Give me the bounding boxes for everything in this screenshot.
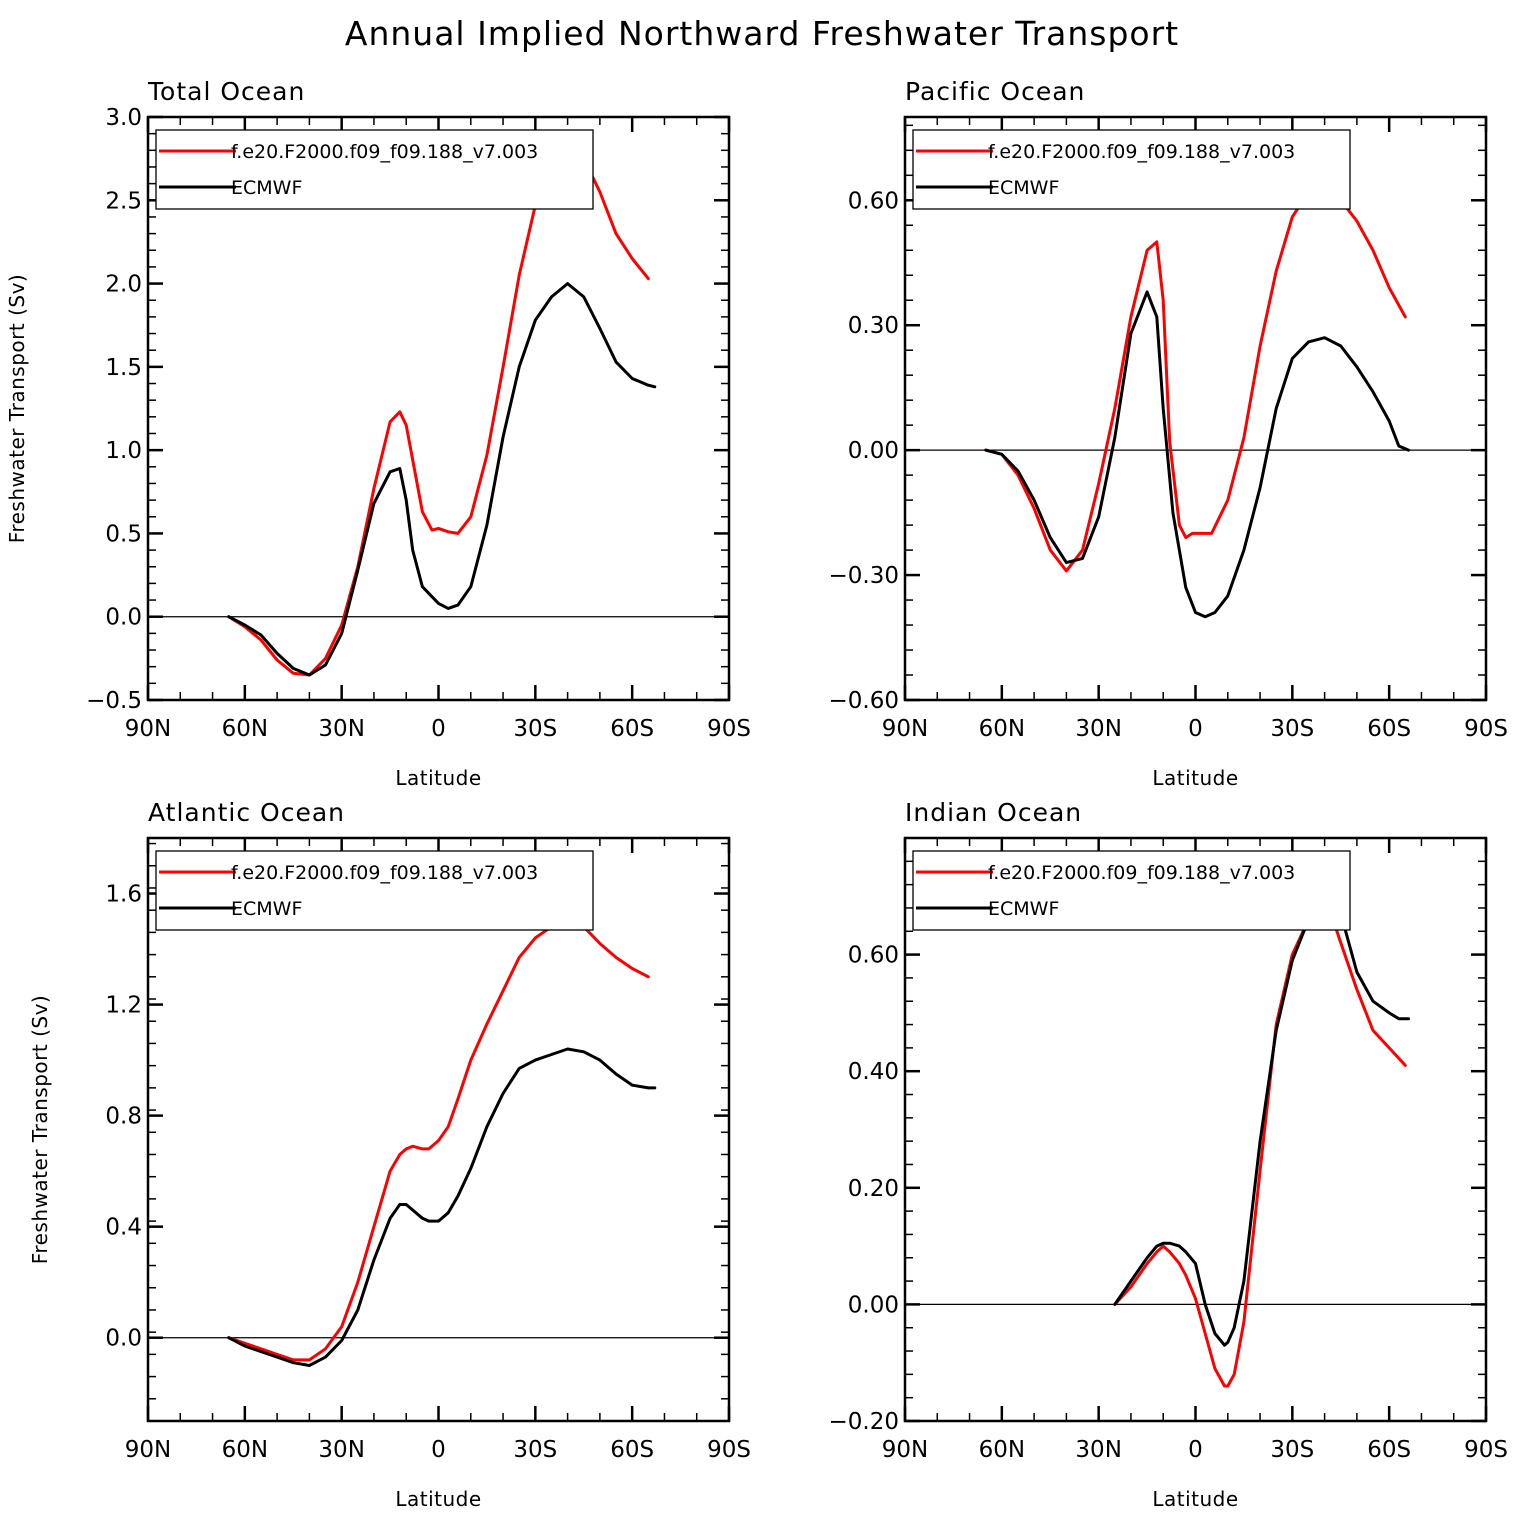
- y-tick-label: 0.00: [848, 1292, 899, 1318]
- x-tick-label: 60N: [222, 716, 268, 742]
- panel-atlantic: Atlantic Ocean 0.0 0.4 0.8 1.2 1.6 90N 60N 30N 0 3…: [28, 798, 751, 1511]
- y-tick-label: 0.4: [105, 1215, 142, 1241]
- y-tick-label: 1.5: [105, 355, 142, 381]
- legend-label: f.e20.F2000.f09_f09.188_v7.003: [988, 141, 1295, 163]
- x-tick-label: 30N: [318, 1437, 364, 1463]
- x-tick-label: 0: [431, 1437, 446, 1463]
- x-tick-label: 90S: [1464, 716, 1508, 742]
- panel-pacific: Pacific Ocean −0.60 −0.30 0.00 0.30 0.60 90N 60…: [829, 77, 1508, 790]
- y-tick-label: 0.0: [105, 1326, 142, 1352]
- y-tick-label: −0.20: [829, 1409, 899, 1435]
- y-tick-label: 2.0: [105, 272, 142, 298]
- x-axis-label: Latitude: [395, 1487, 481, 1511]
- y-tick-label: 0.30: [848, 313, 899, 339]
- x-tick-label: 90S: [1464, 1437, 1508, 1463]
- panel-title: Total Ocean: [147, 77, 305, 106]
- legend: f.e20.F2000.f09_f09.188_v7.003 ECMWF: [155, 850, 594, 931]
- legend: f.e20.F2000.f09_f09.188_v7.003 ECMWF: [912, 850, 1351, 931]
- y-tick-label: 0.00: [848, 438, 899, 464]
- series-line-ecmwf: [984, 290, 1410, 619]
- legend-label: ECMWF: [231, 898, 302, 920]
- y-tick-label: 0.60: [848, 188, 899, 214]
- x-tick-label: 60S: [610, 716, 654, 742]
- x-tick-label: 60N: [979, 716, 1025, 742]
- y-axis-label: Freshwater Transport (Sv): [5, 274, 29, 543]
- y-tick-label: −0.60: [829, 688, 899, 714]
- x-tick-label: 60N: [222, 1437, 268, 1463]
- panel-title: Indian Ocean: [905, 798, 1082, 827]
- plot-frame: [146, 836, 731, 1423]
- panel-title: Pacific Ocean: [905, 77, 1085, 106]
- x-tick-label: 30S: [1270, 716, 1314, 742]
- x-tick-label: 60S: [1367, 716, 1411, 742]
- y-tick-label: 0.8: [105, 1104, 142, 1130]
- x-tick-label: 60N: [979, 1437, 1025, 1463]
- series-line-ecmwf: [1113, 894, 1410, 1347]
- x-tick-label: 30S: [513, 1437, 557, 1463]
- y-axis-label: Freshwater Transport (Sv): [28, 995, 52, 1264]
- x-tick-label: 60S: [610, 1437, 654, 1463]
- x-tick-label: 30N: [318, 716, 364, 742]
- legend-label: ECMWF: [988, 898, 1059, 920]
- x-tick-label: 90S: [707, 1437, 751, 1463]
- legend: f.e20.F2000.f09_f09.188_v7.003 ECMWF: [155, 129, 594, 210]
- y-tick-label: 0.5: [105, 521, 142, 547]
- y-tick-label: 0.60: [848, 943, 899, 969]
- series-line-model: [227, 148, 650, 677]
- x-tick-label: 30S: [1270, 1437, 1314, 1463]
- x-axis-label: Latitude: [395, 766, 481, 790]
- series-line-model: [984, 186, 1407, 573]
- series-line-ecmwf: [227, 282, 657, 677]
- y-tick-label: −0.30: [829, 563, 899, 589]
- x-tick-label: 30N: [1075, 1437, 1121, 1463]
- x-tick-label: 30S: [513, 716, 557, 742]
- legend-label: ECMWF: [988, 177, 1059, 199]
- series-line-model: [1113, 906, 1407, 1388]
- x-axis-label: Latitude: [1152, 766, 1238, 790]
- plot-frame: [146, 115, 731, 702]
- x-tick-label: 30N: [1075, 716, 1121, 742]
- y-tick-label: −0.5: [86, 688, 142, 714]
- x-tick-label: 90N: [125, 1437, 171, 1463]
- x-tick-label: 90N: [882, 716, 928, 742]
- x-tick-label: 0: [1188, 1437, 1203, 1463]
- y-tick-label: 0.20: [848, 1176, 899, 1202]
- legend: f.e20.F2000.f09_f09.188_v7.003 ECMWF: [912, 129, 1351, 210]
- legend-label: ECMWF: [231, 177, 302, 199]
- series-line-model: [227, 919, 650, 1362]
- panel-total: Total Ocean −0.5 0.0 0.5 1.0 1.5 2.0 2.5 3.0 90N 6…: [5, 77, 751, 790]
- y-tick-label: 0.0: [105, 605, 142, 631]
- y-tick-label: 2.5: [105, 188, 142, 214]
- x-axis-label: Latitude: [1152, 1487, 1238, 1511]
- figure-title: Annual Implied Northward Freshwater Tran…: [345, 14, 1179, 53]
- x-tick-label: 60S: [1367, 1437, 1411, 1463]
- series-line-ecmwf: [227, 1047, 657, 1367]
- legend-label: f.e20.F2000.f09_f09.188_v7.003: [231, 862, 538, 884]
- y-tick-label: 1.2: [105, 993, 142, 1019]
- panel-indian: Indian Ocean −0.20 0.00 0.20 0.40 0.60 90N 60N 3…: [829, 798, 1508, 1511]
- plot-frame: [903, 115, 1488, 702]
- legend-box: [155, 129, 594, 210]
- y-tick-label: 1.0: [105, 438, 142, 464]
- x-tick-label: 0: [431, 716, 446, 742]
- panel-title: Atlantic Ocean: [148, 798, 345, 827]
- legend-box: [912, 129, 1351, 210]
- x-tick-label: 90N: [125, 716, 171, 742]
- legend-label: f.e20.F2000.f09_f09.188_v7.003: [231, 141, 538, 163]
- x-tick-label: 90N: [882, 1437, 928, 1463]
- legend-label: f.e20.F2000.f09_f09.188_v7.003: [988, 862, 1295, 884]
- x-tick-label: 0: [1188, 716, 1203, 742]
- y-tick-label: 3.0: [105, 105, 142, 131]
- plot-frame: [903, 836, 1488, 1423]
- legend-box: [912, 850, 1351, 931]
- legend-box: [155, 850, 594, 931]
- x-tick-label: 90S: [707, 716, 751, 742]
- y-tick-label: 0.40: [848, 1059, 899, 1085]
- y-tick-label: 1.6: [105, 882, 142, 908]
